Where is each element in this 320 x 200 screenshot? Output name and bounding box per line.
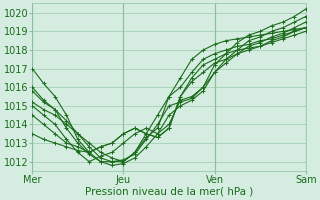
X-axis label: Pression niveau de la mer( hPa ): Pression niveau de la mer( hPa ) [85, 187, 253, 197]
